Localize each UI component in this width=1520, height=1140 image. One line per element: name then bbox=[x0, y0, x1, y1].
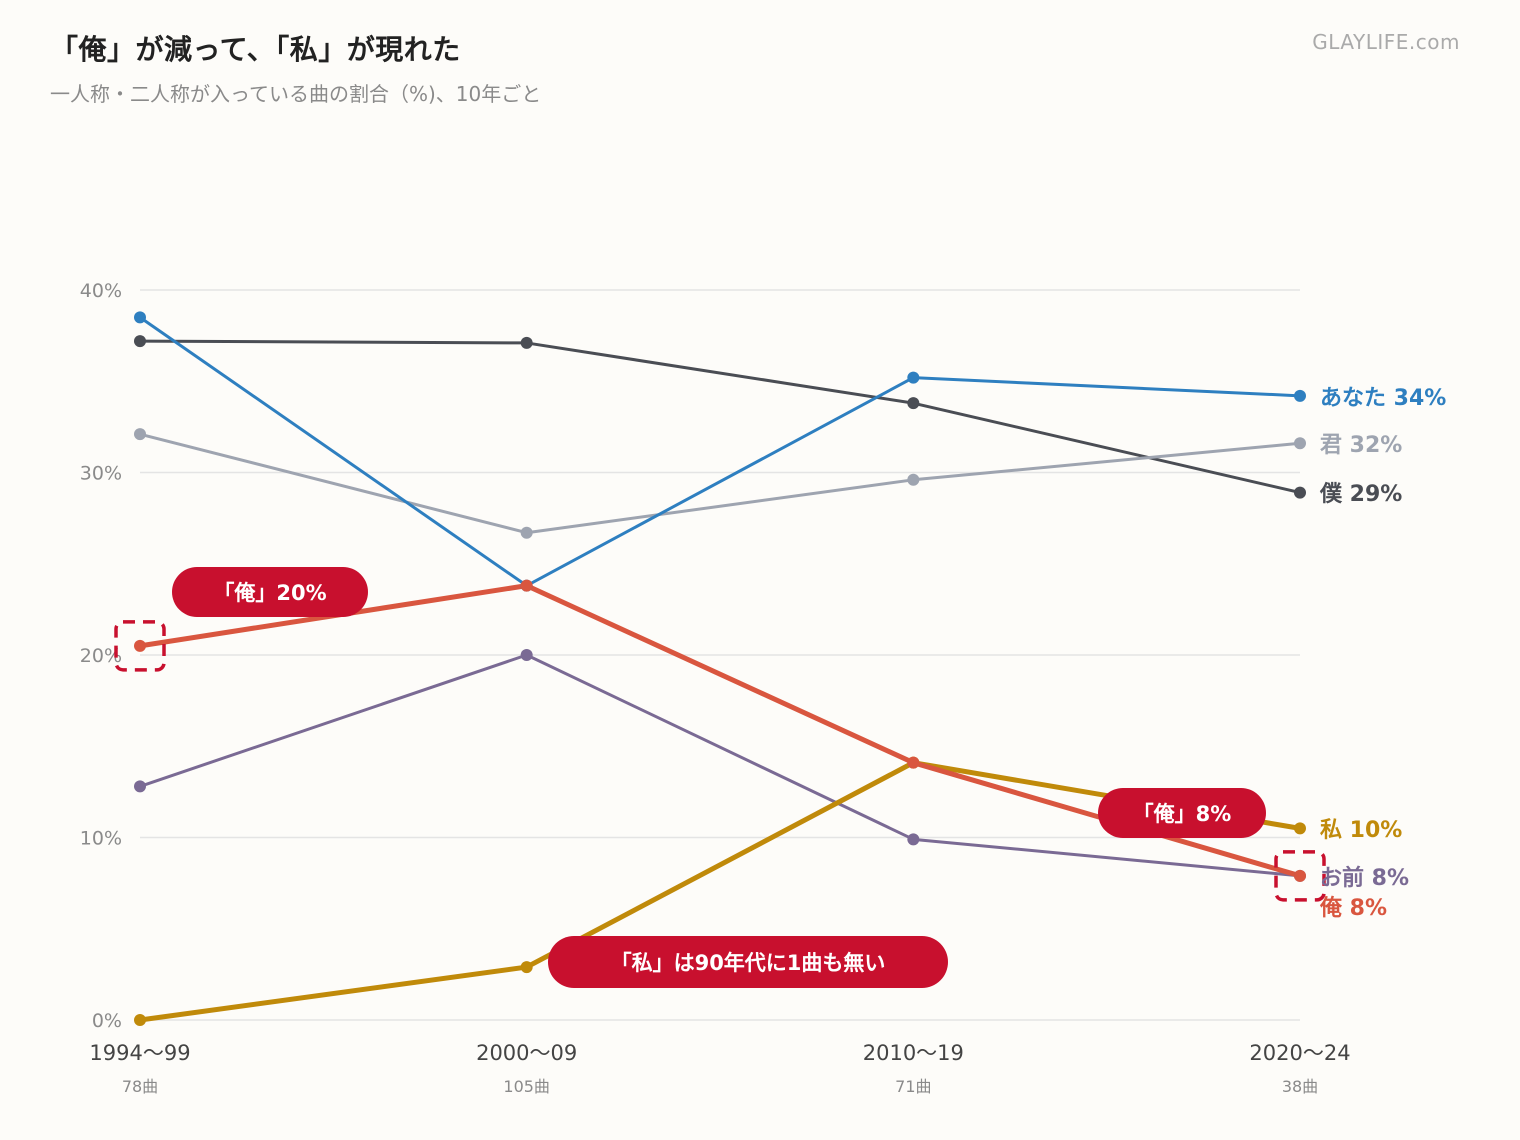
data-point-お前 bbox=[520, 649, 533, 661]
annotation-callout: 「俺」8% bbox=[1098, 788, 1266, 838]
data-point-君 bbox=[520, 526, 533, 539]
y-tick-label: 20% bbox=[80, 645, 122, 667]
series-line-お前 bbox=[138, 653, 1302, 878]
data-point-君 bbox=[134, 428, 146, 441]
y-tick-label: 10% bbox=[80, 828, 122, 850]
y-tick-label: 40% bbox=[80, 280, 122, 302]
data-point-俺 bbox=[134, 639, 146, 652]
highlight-box bbox=[114, 620, 166, 672]
x-tick-count-label: 78曲 bbox=[122, 1077, 158, 1096]
x-tick-label: 2020〜24 bbox=[1249, 1041, 1350, 1065]
end-labels: 僕 29% 君 32% あなた 34% お前 8% 私 10% 俺 8% bbox=[1319, 386, 1446, 921]
data-point-お前 bbox=[907, 833, 920, 846]
data-point-僕 bbox=[907, 397, 920, 410]
x-tick-label: 2000〜09 bbox=[476, 1041, 577, 1065]
highlight-box bbox=[1274, 850, 1326, 902]
annotation-text: 「私」は90年代に1曲も無い bbox=[611, 951, 886, 975]
series-line-僕 bbox=[138, 339, 1302, 495]
annotations: 「俺」20% 「俺」8% 「私」は90年代に1曲も無い bbox=[172, 567, 1266, 988]
annotation-callout: 「俺」20% bbox=[172, 567, 368, 617]
x-tick-count-label: 71曲 bbox=[895, 1077, 931, 1096]
data-point-あなた bbox=[907, 371, 920, 384]
annotation-text: 「俺」8% bbox=[1133, 802, 1232, 826]
series-line-君 bbox=[138, 432, 1302, 535]
x-tick-label: 2010〜19 bbox=[863, 1041, 964, 1065]
data-point-私 bbox=[134, 1014, 146, 1026]
data-point-あなた bbox=[134, 311, 146, 324]
data-point-俺 bbox=[520, 579, 533, 592]
annotation-box bbox=[1098, 788, 1266, 838]
data-point-私 bbox=[1294, 822, 1306, 835]
data-point-あなた bbox=[1294, 389, 1306, 402]
end-label-お前: お前 8% bbox=[1320, 865, 1409, 891]
series-points bbox=[134, 311, 1306, 1026]
end-label-私: 私 10% bbox=[1320, 818, 1402, 843]
data-point-俺 bbox=[907, 756, 920, 769]
data-point-僕 bbox=[1294, 486, 1306, 499]
data-point-君 bbox=[1294, 437, 1306, 450]
x-axis-labels: 1994〜99 78曲 2000〜09 105曲 2010〜19 71曲 2020〜24 38… bbox=[89, 1041, 1350, 1096]
series-lines bbox=[137, 315, 1303, 1023]
chart-title: 「俺」が減って、「私」が現れた bbox=[50, 33, 461, 66]
brand-label: GLAYLIFE.com bbox=[1312, 30, 1460, 54]
chart-subtitle: 一人称・二人称が入っている曲の割合（%)、10年ごと bbox=[50, 82, 542, 106]
x-tick-label: 1994〜99 bbox=[89, 1041, 190, 1065]
annotation-box bbox=[172, 567, 368, 617]
series-line-あなた bbox=[138, 315, 1302, 588]
annotation-callout: 「私」は90年代に1曲も無い bbox=[548, 936, 948, 988]
data-point-僕 bbox=[520, 336, 533, 349]
end-label-あなた: あなた 34% bbox=[1320, 386, 1446, 411]
y-tick-label: 30% bbox=[80, 463, 122, 485]
end-label-俺: 俺 8% bbox=[1319, 895, 1387, 921]
end-label-僕: 僕 29% bbox=[1319, 482, 1402, 507]
data-point-俺 bbox=[1294, 869, 1306, 882]
data-point-私 bbox=[520, 961, 533, 974]
y-tick-label: 0% bbox=[92, 1010, 122, 1032]
data-point-僕 bbox=[134, 335, 146, 348]
data-point-君 bbox=[907, 473, 920, 486]
grid-lines bbox=[140, 289, 1300, 1021]
highlight-markers bbox=[114, 620, 1326, 902]
y-axis-labels: 0% 10% 20% 30% 40% bbox=[80, 280, 122, 1032]
annotation-box bbox=[548, 936, 948, 988]
data-point-お前 bbox=[134, 780, 146, 793]
end-label-君: 君 32% bbox=[1320, 433, 1402, 458]
x-tick-count-label: 38曲 bbox=[1282, 1077, 1318, 1096]
x-tick-count-label: 105曲 bbox=[503, 1077, 550, 1096]
annotation-text: 「俺」20% bbox=[213, 581, 326, 605]
